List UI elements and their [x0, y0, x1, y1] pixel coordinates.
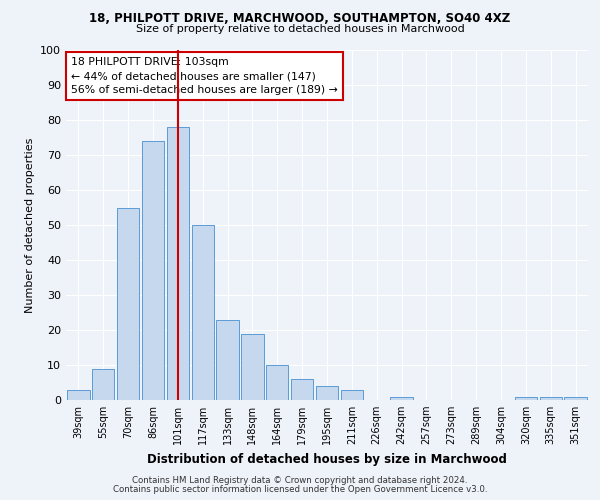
- Bar: [241, 334, 263, 400]
- Bar: [167, 127, 189, 400]
- Bar: [539, 396, 562, 400]
- Text: 18 PHILPOTT DRIVE: 103sqm
← 44% of detached houses are smaller (147)
56% of semi: 18 PHILPOTT DRIVE: 103sqm ← 44% of detac…: [71, 57, 338, 95]
- Text: Contains public sector information licensed under the Open Government Licence v3: Contains public sector information licen…: [113, 484, 487, 494]
- Bar: [217, 320, 239, 400]
- Bar: [117, 208, 139, 400]
- Bar: [515, 396, 537, 400]
- Text: Size of property relative to detached houses in Marchwood: Size of property relative to detached ho…: [136, 24, 464, 34]
- Bar: [291, 379, 313, 400]
- Bar: [565, 396, 587, 400]
- Bar: [191, 225, 214, 400]
- Bar: [142, 141, 164, 400]
- Bar: [391, 396, 413, 400]
- Y-axis label: Number of detached properties: Number of detached properties: [25, 138, 35, 312]
- Bar: [341, 390, 363, 400]
- Bar: [316, 386, 338, 400]
- Bar: [92, 368, 115, 400]
- Text: 18, PHILPOTT DRIVE, MARCHWOOD, SOUTHAMPTON, SO40 4XZ: 18, PHILPOTT DRIVE, MARCHWOOD, SOUTHAMPT…: [89, 12, 511, 26]
- Bar: [266, 365, 289, 400]
- X-axis label: Distribution of detached houses by size in Marchwood: Distribution of detached houses by size …: [147, 452, 507, 466]
- Bar: [67, 390, 89, 400]
- Text: Contains HM Land Registry data © Crown copyright and database right 2024.: Contains HM Land Registry data © Crown c…: [132, 476, 468, 485]
